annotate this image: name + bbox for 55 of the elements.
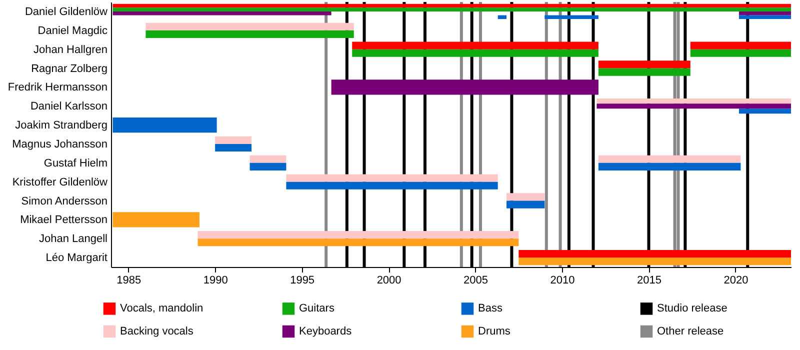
x-tick-label: 2000 <box>376 274 402 286</box>
y-tick-label: Daniel Karlsson <box>30 100 108 113</box>
y-tick-label: Daniel Magdic <box>38 24 108 37</box>
legend-label: Keyboards <box>299 326 352 338</box>
x-tick-label: 1985 <box>116 274 142 286</box>
bar <box>690 42 791 50</box>
legend-label: Guitars <box>299 302 335 315</box>
y-tick-label: Léo Margarit <box>46 252 108 264</box>
y-tick-label: Ragnar Zolberg <box>31 62 108 75</box>
bar <box>596 104 791 109</box>
legend-label: Bass <box>478 302 503 315</box>
bar <box>198 231 519 239</box>
bar <box>146 30 354 38</box>
legend-label: Studio release <box>657 302 728 315</box>
bar <box>738 15 791 20</box>
x-tick-label: 1995 <box>290 274 315 286</box>
bar <box>738 11 791 16</box>
bar <box>518 250 791 258</box>
legend-label: Vocals, mandolin <box>120 302 204 315</box>
bar <box>518 258 791 266</box>
bar <box>506 200 545 208</box>
y-tick-label: Johan Hallgren <box>34 44 108 56</box>
bar <box>146 22 354 30</box>
bar <box>112 11 332 16</box>
bar <box>598 155 741 163</box>
legend-label: Backing vocals <box>120 326 194 338</box>
y-tick-label: Joakim Strandberg <box>15 120 108 132</box>
bar <box>690 49 791 57</box>
bar <box>286 174 498 182</box>
y-tick-label: Gustaf Hielm <box>44 157 108 170</box>
legend-label: Drums <box>478 326 511 338</box>
bar <box>598 60 690 68</box>
bar <box>598 68 690 76</box>
y-tick-label: Daniel Gildenlöw <box>24 6 108 18</box>
bar <box>352 49 598 57</box>
y-tick-label: Mikael Pettersson <box>20 214 108 226</box>
x-tick-label: 1990 <box>203 274 228 286</box>
bar <box>215 144 252 152</box>
bar <box>250 155 286 163</box>
bar <box>286 182 498 190</box>
x-tick-label: 2010 <box>550 274 575 286</box>
bar <box>250 162 286 170</box>
y-tick-label: Magnus Johansson <box>12 138 108 150</box>
legend-label: Other release <box>657 326 724 338</box>
x-tick-label: 2015 <box>637 274 662 286</box>
y-tick-label: Johan Langell <box>38 233 108 246</box>
y-tick-label: Simon Andersson <box>21 195 108 208</box>
bar <box>352 42 598 50</box>
bar <box>198 238 519 246</box>
x-tick-label: 2020 <box>724 274 748 286</box>
y-tick-label: Kristoffer Gildenlöw <box>12 176 108 188</box>
bar <box>215 136 252 144</box>
y-tick-label: Fredrik Hermansson <box>8 82 108 94</box>
bar <box>506 193 545 201</box>
x-tick-label: 2005 <box>464 274 488 286</box>
